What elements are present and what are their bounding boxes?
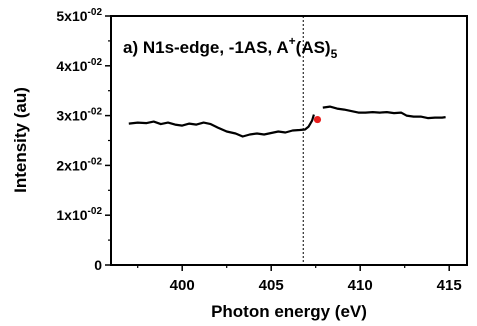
- series-line: [322, 105, 446, 120]
- y-tick-label: 5x10-02: [56, 7, 102, 24]
- y-tick-label: 3x10-02: [56, 107, 102, 124]
- x-axis-label: Photon energy (eV): [211, 302, 367, 321]
- y-tick-label: 2x10-02: [56, 156, 102, 173]
- y-tick-label: 0: [94, 257, 102, 273]
- chart-title-tail: (AS): [296, 38, 331, 57]
- y-tick-label: 1x10-02: [56, 206, 102, 223]
- y-tick-label-base: 5x10: [56, 8, 87, 24]
- y-tick-label: 4x10-02: [56, 57, 102, 74]
- y-tick-label-exponent: -02: [88, 57, 103, 68]
- y-tick-label-exponent: -02: [88, 156, 103, 167]
- x-tick-label: 410: [348, 277, 373, 294]
- chart-title-superscript: +: [289, 34, 296, 48]
- series-line: [128, 114, 315, 138]
- x-tick-label: 400: [170, 277, 195, 294]
- chart-title-subscript: 5: [331, 47, 338, 61]
- y-tick-label-base: 1x10: [56, 207, 87, 223]
- y-tick-label-base: 3x10: [56, 108, 87, 124]
- y-tick-label-exponent: -02: [88, 107, 103, 118]
- x-tick-label: 405: [259, 277, 284, 294]
- y-tick-label-base: 4x10: [56, 58, 87, 74]
- y-tick-label-exponent: -02: [88, 206, 103, 217]
- x-tick-label: 415: [437, 277, 462, 294]
- highlight-point: [313, 115, 322, 124]
- y-tick-label-exponent: -02: [88, 7, 103, 18]
- y-tick-label-base: 0: [94, 257, 102, 273]
- chart-title-main: a) N1s-edge, -1AS, A: [123, 38, 289, 57]
- y-tick-label-base: 2x10: [56, 157, 87, 173]
- y-axis-label: Intensity (au): [11, 87, 30, 193]
- chart-title: a) N1s-edge, -1AS, A+(AS)5: [123, 34, 338, 61]
